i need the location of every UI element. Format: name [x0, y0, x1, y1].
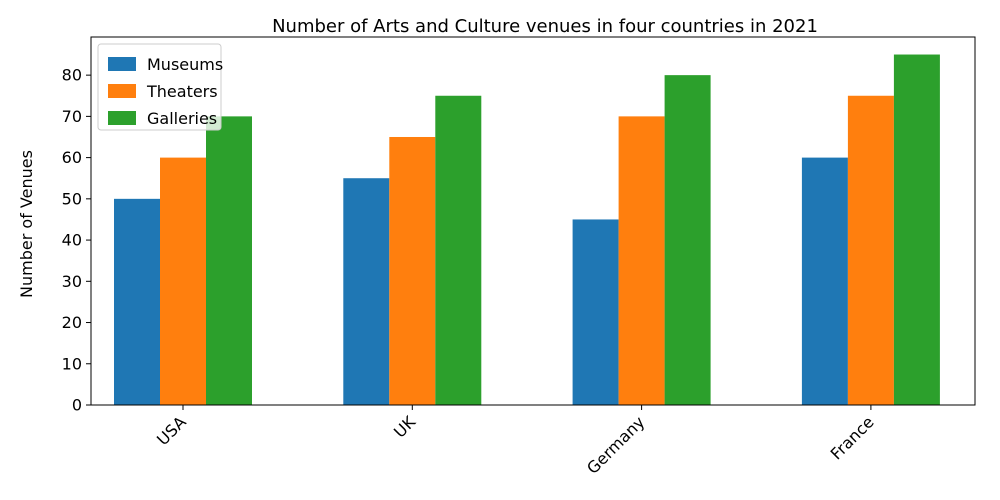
bar-museums-uk: [343, 178, 390, 405]
bar-museums-france: [801, 157, 848, 405]
legend-label-museums: Museums: [147, 55, 223, 74]
legend-label-galleries: Galleries: [147, 109, 217, 128]
x-axis-ticks: USA UK Germany France: [153, 405, 878, 478]
y-tick-label: 30: [62, 272, 82, 291]
y-axis-ticks: 0 10 20 30 40 50 60 70 80: [62, 66, 91, 415]
x-tick-label: USA: [153, 412, 190, 449]
bar-galleries-usa: [206, 116, 252, 405]
bar-theaters-germany: [618, 116, 665, 405]
x-tick-label: UK: [390, 412, 419, 441]
bar-galleries-france: [893, 54, 940, 406]
x-tick-label: Germany: [583, 412, 648, 477]
y-tick-label: 60: [62, 148, 82, 167]
y-tick-label: 10: [62, 354, 82, 373]
legend-swatch-galleries: [108, 111, 136, 125]
plot-frame: [90, 36, 976, 406]
bar-museums-germany: [572, 219, 619, 405]
y-axis-label: Number of Venues: [17, 150, 36, 298]
bar-theaters-uk: [389, 136, 436, 405]
legend-label-theaters: Theaters: [146, 82, 218, 101]
y-tick-label: 80: [62, 66, 82, 85]
bar-galleries-germany: [664, 75, 711, 406]
legend-swatch-theaters: [108, 84, 136, 98]
y-tick-label: 0: [72, 396, 82, 415]
chart-title: Number of Arts and Culture venues in fou…: [272, 16, 818, 37]
bar-galleries-uk: [435, 95, 482, 406]
bar-theaters-france: [847, 95, 894, 406]
y-tick-label: 20: [62, 313, 82, 332]
y-tick-label: 40: [62, 231, 82, 250]
bar-museums-usa: [114, 198, 160, 405]
legend: Museums Theaters Galleries: [97, 43, 223, 131]
x-tick-label: France: [827, 412, 878, 463]
legend-swatch-museums: [108, 57, 136, 71]
bars-group: [114, 54, 940, 406]
y-tick-label: 50: [62, 189, 82, 208]
y-tick-label: 70: [62, 107, 82, 126]
bar-theaters-usa: [160, 157, 206, 405]
